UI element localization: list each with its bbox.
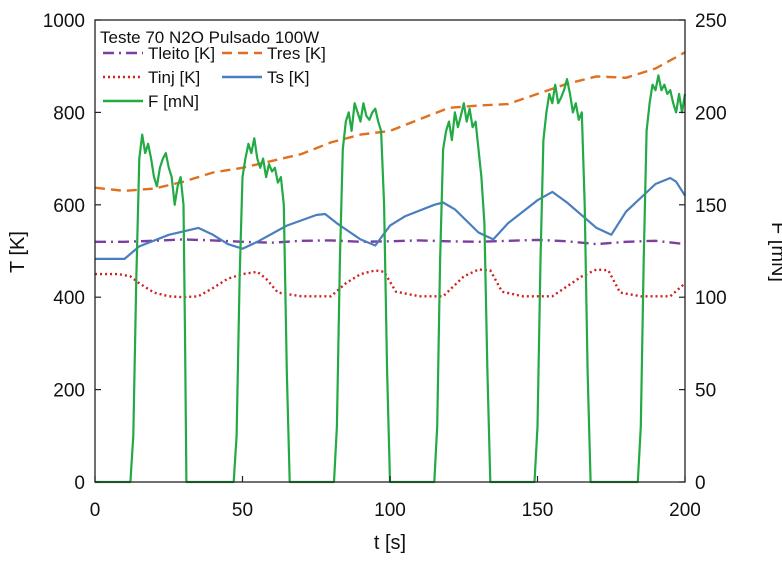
axes: 0 50 100 150 200 0 200 400 600 800 1000 0 50 100 150 20… [43, 11, 727, 521]
x-tick-label: 0 [90, 500, 101, 521]
y2-tick-label: 200 [695, 103, 727, 124]
y-tick-label: 200 [53, 381, 85, 402]
y-tick-label: 1000 [43, 11, 85, 32]
x-tick-label: 50 [232, 500, 253, 521]
y2-tick-label: 250 [695, 11, 727, 32]
chart-title: Teste 70 N2O Pulsado 100W [100, 28, 319, 47]
legend: Teste 70 N2O Pulsado 100W Tleito [K] Tres… [100, 28, 326, 111]
series-line-3 [95, 268, 686, 299]
series-line-5 [95, 74, 687, 484]
y2-tick-label: 150 [695, 196, 727, 217]
plot-area [94, 51, 687, 484]
y-tick-label: 600 [53, 196, 85, 217]
x-tick-label: 100 [374, 500, 406, 521]
y2-tick-label: 0 [695, 473, 706, 494]
legend-label: Ts [K] [267, 68, 310, 87]
y2-axis-title: F [mN] [767, 222, 782, 282]
legend-label: Tinj [K] [148, 68, 200, 87]
series-line-4 [95, 176, 686, 260]
y-tick-label: 800 [53, 103, 85, 124]
series-line-1 [95, 238, 686, 246]
y-tick-label: 0 [74, 473, 85, 494]
y2-tick-label: 100 [695, 288, 727, 309]
legend-label: F [mN] [148, 92, 199, 111]
legend-label: Tleito [K] [148, 44, 215, 63]
legend-label: Tres [K] [267, 44, 326, 63]
x-axis-title: t [s] [374, 532, 406, 554]
y2-tick-label: 50 [695, 381, 716, 402]
series-line-2 [94, 51, 686, 193]
y-tick-label: 400 [53, 288, 85, 309]
x-tick-label: 150 [522, 500, 554, 521]
x-tick-label: 200 [669, 500, 701, 521]
y-axis-title: T [K] [7, 231, 29, 273]
